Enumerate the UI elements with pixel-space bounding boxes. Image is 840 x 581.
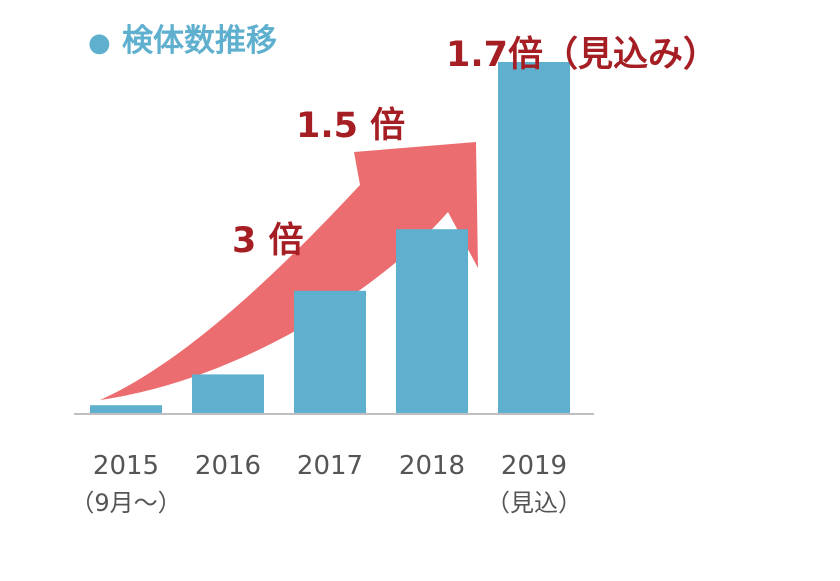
x-tick-label-2019: 2019 — [501, 451, 567, 481]
bar-2016 — [192, 374, 264, 414]
ratio-label-2018-2019: 1.7倍（見込み） — [446, 35, 718, 75]
chart-title: 検体数推移 — [122, 23, 277, 59]
ratio-label-2016-2017: 3 倍 — [232, 221, 304, 261]
bar-2017 — [294, 290, 366, 414]
x-tick-note-2019: （見込） — [486, 489, 582, 517]
x-tick-label-2017: 2017 — [297, 451, 363, 481]
x-tick-note-2015: （9月～） — [70, 489, 181, 517]
bar-2015 — [90, 405, 162, 414]
trend-arrow-layer — [100, 142, 478, 400]
title-bullet-icon: ● — [88, 28, 111, 58]
x-tick-label-2015: 2015 — [93, 451, 159, 481]
bar-2019 — [498, 62, 570, 414]
x-tick-labels: 2015 （9月～） 2016 2017 2018 2019 （見込） — [70, 451, 582, 517]
trend-arrow — [100, 142, 478, 400]
x-tick-label-2016: 2016 — [195, 451, 261, 481]
bars-layer — [90, 62, 570, 414]
ratio-label-2017-2018: 1.5 倍 — [296, 106, 405, 146]
bar-2018 — [396, 229, 468, 414]
x-tick-label-2018: 2018 — [399, 451, 465, 481]
